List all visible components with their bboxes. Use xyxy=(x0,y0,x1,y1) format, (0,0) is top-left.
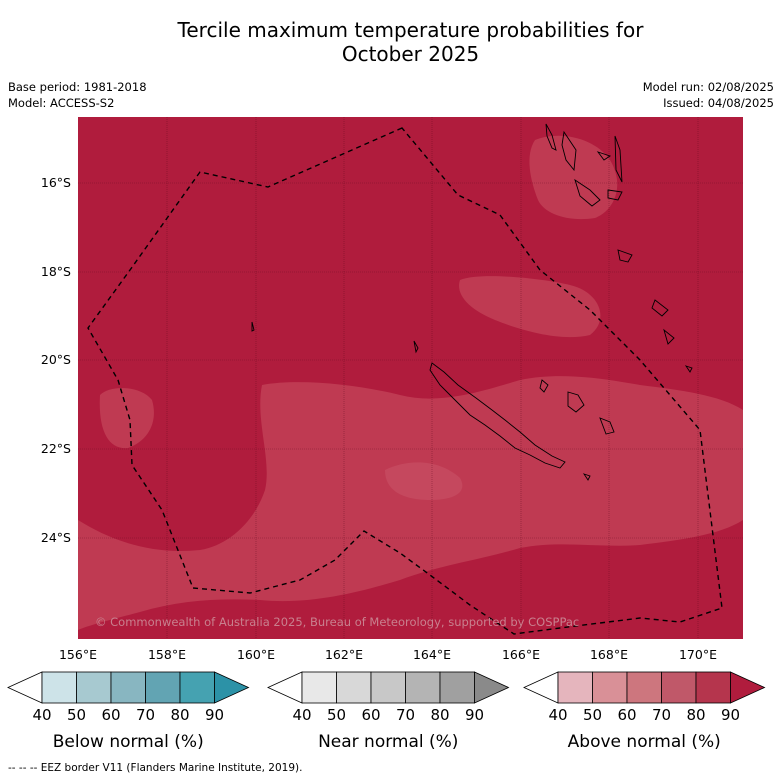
colorbar-tick-label: 80 xyxy=(686,706,705,724)
eez-footnote: -- -- -- EEZ border V11 (Flanders Marine… xyxy=(8,762,303,774)
small-island xyxy=(251,321,255,332)
latitude-label: 24°S xyxy=(41,530,71,545)
longitude-label: 164°E xyxy=(413,647,451,662)
colorbar-tick-label: 50 xyxy=(67,706,86,724)
colorbar-arrow-high xyxy=(474,671,510,704)
colorbar-arrow-high xyxy=(730,671,766,704)
colorbar-tick-label: 90 xyxy=(721,706,740,724)
lighter-probability-zone xyxy=(78,376,743,630)
new-caledonia-coastline xyxy=(413,340,615,481)
chart-title: Tercile maximum temperature probabilitie… xyxy=(0,18,781,66)
model-run: Model run: 02/08/2025 xyxy=(642,80,774,94)
colorbar-segment xyxy=(336,671,372,704)
longitude-labels: 156°E 158°E 160°E 162°E 164°E 166°E 168°E 170°E xyxy=(59,647,717,662)
lighter-zone-east xyxy=(459,276,601,338)
colorbar-tick-label: 60 xyxy=(617,706,636,724)
longitude-label: 162°E xyxy=(325,647,363,662)
colorbar-arrow-low xyxy=(523,671,559,704)
lighter-zone-west xyxy=(99,388,154,449)
colorbar-tick-label: 80 xyxy=(170,706,189,724)
colorbar-segment xyxy=(76,671,112,704)
latitude-label: 16°S xyxy=(41,175,71,190)
colorbar-tick-label: 90 xyxy=(465,706,484,724)
colorbar-segment xyxy=(439,671,475,704)
latitude-labels: 16°S 18°S 20°S 22°S 24°S xyxy=(41,175,71,545)
colorbar-tick-label: 50 xyxy=(327,706,346,724)
colorbar-tick-label: 40 xyxy=(32,706,51,724)
colorbar-2: 40 50 60 70 80 90 Near normal (%) xyxy=(267,671,510,752)
colorbar-tick-label: 40 xyxy=(292,706,311,724)
longitude-label: 166°E xyxy=(502,647,540,662)
colorbar-tick-label: 80 xyxy=(430,706,449,724)
longitude-label: 156°E xyxy=(59,647,97,662)
issued-date: Issued: 04/08/2025 xyxy=(663,96,774,110)
title-line-1: Tercile maximum temperature probabilitie… xyxy=(177,18,644,42)
colorbar-segment xyxy=(41,671,77,704)
colorbar-segment xyxy=(145,671,181,704)
colorbar-tick-label: 60 xyxy=(361,706,380,724)
latitude-label: 20°S xyxy=(41,352,71,367)
colorbar-tick-label: 50 xyxy=(583,706,602,724)
lighter-zone-north xyxy=(529,135,618,220)
colorbar-segment xyxy=(592,671,628,704)
colorbar-tick-label: 70 xyxy=(396,706,415,724)
colorbar-tick-label: 60 xyxy=(101,706,120,724)
grid-lines xyxy=(78,117,743,639)
colorbar-title: Below normal (%) xyxy=(53,732,204,752)
longitude-label: 160°E xyxy=(237,647,275,662)
colorbar-segment xyxy=(179,671,215,704)
meta-left: Base period: 1981-2018 Model: ACCESS-S2 xyxy=(8,79,147,111)
latitude-label: 18°S xyxy=(41,264,71,279)
eez-border xyxy=(87,127,723,635)
map-area: © Commonwealth of Australia 2025, Bureau… xyxy=(78,117,743,639)
colorbar-segment xyxy=(301,671,337,704)
longitude-label: 158°E xyxy=(148,647,186,662)
model-name: Model: ACCESS-S2 xyxy=(8,96,115,110)
colorbar-tick-label: 70 xyxy=(136,706,155,724)
colorbar-arrow-low xyxy=(7,671,43,704)
colorbar-arrow-low xyxy=(267,671,303,704)
colorbar-segment xyxy=(110,671,146,704)
latitude-label: 22°S xyxy=(41,441,71,456)
colorbar-segment xyxy=(626,671,662,704)
meta-right: Model run: 02/08/2025 Issued: 04/08/2025 xyxy=(643,79,774,111)
colorbar-segment xyxy=(370,671,406,704)
copyright-notice: © Commonwealth of Australia 2025, Bureau… xyxy=(95,615,579,629)
vanuatu-coastline xyxy=(545,123,693,373)
colorbar-segment xyxy=(661,671,697,704)
colorbar-tick-label: 40 xyxy=(548,706,567,724)
longitude-label: 170°E xyxy=(679,647,717,662)
colorbar-segment xyxy=(557,671,593,704)
longitude-label: 168°E xyxy=(590,647,628,662)
title-line-2: October 2025 xyxy=(341,42,480,66)
colorbar-arrow-high xyxy=(214,671,250,704)
colorbar-title: Near normal (%) xyxy=(318,732,458,752)
colorbar-segment xyxy=(405,671,441,704)
base-period: Base period: 1981-2018 xyxy=(8,80,147,94)
colorbar-tick-label: 90 xyxy=(205,706,224,724)
lightest-zone xyxy=(385,462,463,500)
colorbar-title: Above normal (%) xyxy=(568,732,721,752)
colorbar-tick-label: 70 xyxy=(652,706,671,724)
colorbar-segment xyxy=(695,671,731,704)
